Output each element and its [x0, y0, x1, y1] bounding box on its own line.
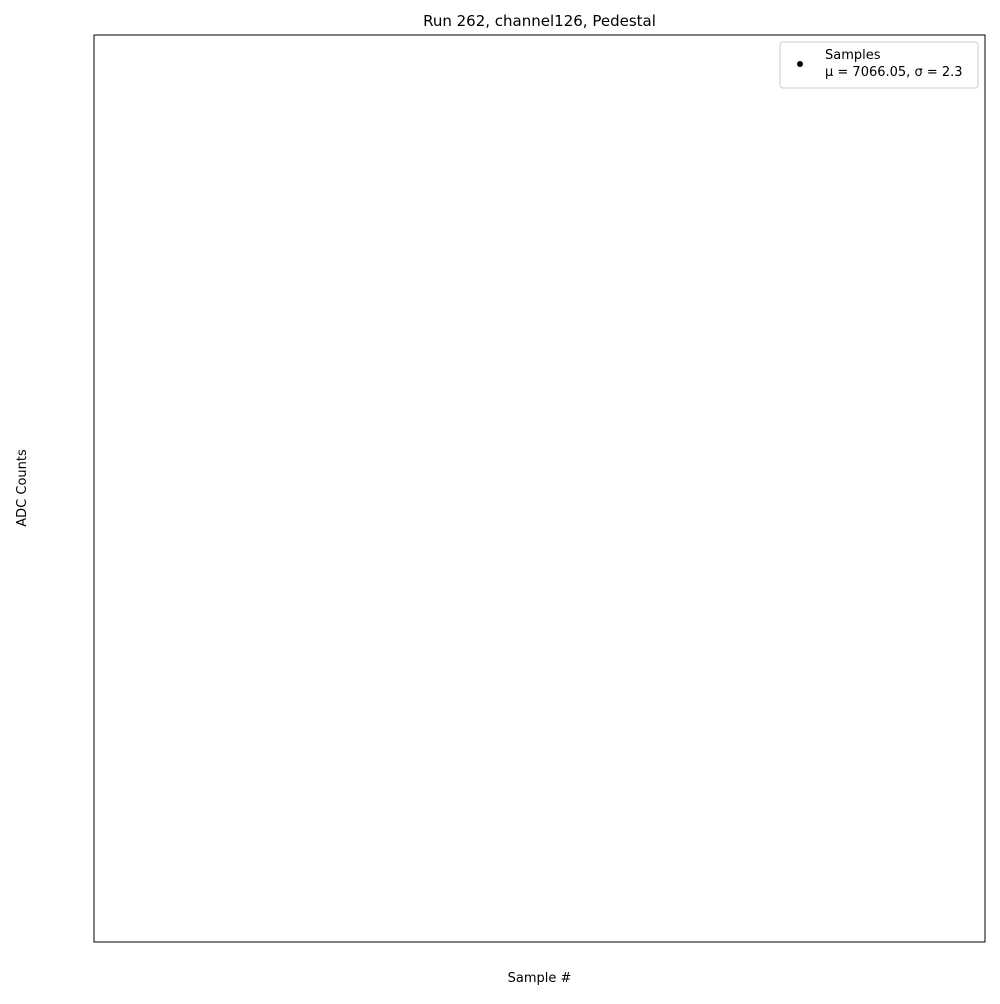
y-axis-label: ADC Counts	[15, 449, 30, 527]
legend-note: μ = 7066.05, σ = 2.3	[825, 65, 963, 80]
plot-frame	[93, 34, 986, 943]
legend-label: Samples	[825, 48, 881, 63]
legend-marker	[797, 61, 803, 67]
legend-box	[779, 41, 979, 89]
chart-title: Run 262, channel126, Pedestal	[423, 12, 656, 30]
legend: Samples μ = 7066.05, σ = 2.3	[779, 41, 979, 89]
x-axis-label: Sample #	[508, 971, 572, 986]
